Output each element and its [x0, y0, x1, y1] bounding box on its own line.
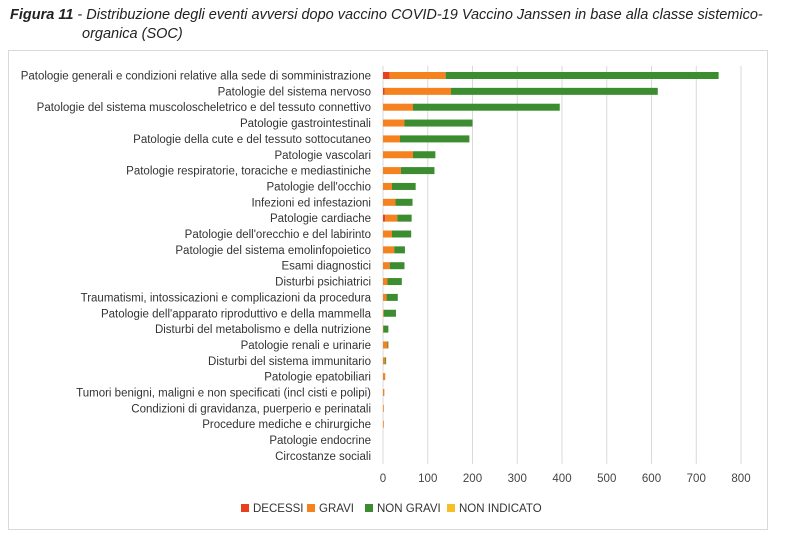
x-tick-labels: 0 100 200 300 400 500 600 700 800 [380, 473, 751, 485]
legend-swatch [447, 504, 455, 512]
category-label: Patologie del sistema nervoso [218, 86, 371, 98]
bar-decessi [383, 214, 386, 222]
x-tick-label: 500 [597, 473, 616, 485]
bar-non-gravi [391, 230, 412, 238]
category-label: Condizioni di gravidanza, puerperio e pe… [131, 403, 371, 415]
bar-gravi [383, 341, 388, 349]
category-label: Disturbi psichiatrici [275, 277, 371, 289]
x-tick-label: 200 [463, 473, 482, 485]
bar-non-gravi [451, 87, 658, 95]
category-label: Disturbi del metabolismo e della nutrizi… [155, 324, 371, 336]
x-tick-label: 400 [552, 473, 571, 485]
bar-gravi [383, 278, 388, 286]
bar-gravi [383, 230, 392, 238]
chart-frame [8, 50, 768, 530]
bar-non-gravi [400, 167, 435, 175]
legend-swatch [241, 504, 249, 512]
legend-label: DECESSI [253, 503, 304, 515]
bar-gravi [383, 182, 392, 190]
bar-decessi [383, 87, 385, 95]
bar-non-gravi [397, 214, 412, 222]
bar-non-gravi [385, 357, 387, 365]
bar-non-gravi [395, 198, 413, 206]
caption-text-line2: organica (SOC) [82, 26, 183, 42]
bar-decessi [383, 72, 390, 79]
bar-non-gravi [383, 309, 396, 317]
x-tick-label: 600 [642, 473, 661, 485]
category-label: Traumatismi, intossicazioni e complicazi… [81, 292, 372, 304]
category-label: Patologie dell'orecchio e del labirinto [185, 229, 371, 241]
bar-gravi [383, 198, 396, 206]
bar-gravi [383, 389, 385, 396]
bar-gravi [383, 325, 384, 333]
bar-gravi [383, 309, 384, 317]
legend-label: NON INDICATO [459, 503, 542, 515]
figure-label: Figura 11 [10, 7, 74, 23]
x-tick-label: 800 [731, 473, 750, 485]
bar-non-gravi [412, 151, 436, 159]
category-label: Infezioni ed infestazioni [251, 197, 371, 209]
category-label: Disturbi del sistema immunitario [208, 356, 371, 368]
bar-gravi [383, 357, 386, 365]
category-label: Tumori benigni, maligni e non specificat… [76, 388, 371, 400]
bar-non-gravi [391, 182, 416, 190]
bar-non-gravi [412, 103, 560, 111]
legend-label: GRAVI [319, 503, 354, 515]
category-label: Patologie gastrointestinali [240, 118, 371, 130]
legend-label: NON GRAVI [377, 503, 441, 515]
bar-gravi [385, 214, 398, 222]
category-label: Patologie della cute e del tessuto sotto… [133, 134, 371, 146]
bar-non-gravi [400, 135, 470, 143]
bar-non-gravi [387, 278, 402, 286]
x-tick-label: 300 [508, 473, 527, 485]
category-label: Patologie epatobiliari [264, 372, 371, 384]
bar-gravi [383, 167, 401, 175]
bar-gravi [383, 103, 413, 111]
bar-gravi [384, 87, 452, 95]
bar-non-gravi [404, 119, 473, 127]
bar-gravi [383, 262, 390, 270]
bar-gravi [383, 293, 387, 301]
bar-non-gravi [383, 325, 389, 333]
category-label: Patologie respiratorie, toraciche e medi… [126, 166, 371, 178]
bar-gravi [383, 246, 395, 254]
bar-gravi [383, 119, 405, 127]
bar-gravi [383, 404, 384, 412]
category-label: Circostanze sociali [275, 451, 371, 463]
category-labels: Patologie generali e condizioni relative… [21, 71, 372, 463]
bar-gravi [383, 373, 386, 381]
category-label: Esami diagnostici [282, 261, 371, 273]
category-label: Patologie vascolari [274, 150, 371, 162]
category-label: Patologie generali e condizioni relative… [21, 71, 371, 83]
bar-non-gravi [394, 246, 405, 254]
bars [383, 72, 719, 428]
category-label: Patologie del sistema emolinfopoietico [175, 245, 371, 257]
category-label: Procedure mediche e chirurgiche [202, 419, 371, 431]
x-tick-label: 0 [380, 473, 386, 485]
legend-swatch [365, 504, 373, 512]
figure-caption: Figura 11 - Distribuzione degli eventi a… [10, 6, 780, 44]
bar-gravi [383, 135, 401, 143]
bar-gravi [383, 151, 413, 159]
category-label: Patologie dell'apparato riproduttivo e d… [101, 308, 372, 320]
category-label: Patologie cardiache [270, 213, 371, 225]
bar-non-gravi [386, 293, 398, 301]
caption-text-line1: - Distribuzione degli eventi avversi dop… [77, 7, 763, 23]
bar-non-gravi [389, 262, 405, 270]
bar-non-gravi [445, 72, 719, 79]
category-label: Patologie del sistema muscoloscheletrico… [37, 102, 371, 114]
x-tick-label: 100 [418, 473, 437, 485]
x-tick-label: 700 [687, 473, 706, 485]
category-label: Patologie renali e urinarie [241, 340, 371, 352]
bar-non-gravi [387, 341, 389, 349]
legend: DECESSI GRAVI NON GRAVI NON INDICATO [241, 503, 542, 515]
category-label: Patologie endocrine [269, 435, 371, 447]
bar-gravi [383, 420, 384, 428]
legend-swatch [307, 504, 315, 512]
category-label: Patologie dell'occhio [267, 181, 372, 193]
gridlines [382, 66, 742, 464]
bar-gravi [389, 72, 446, 79]
